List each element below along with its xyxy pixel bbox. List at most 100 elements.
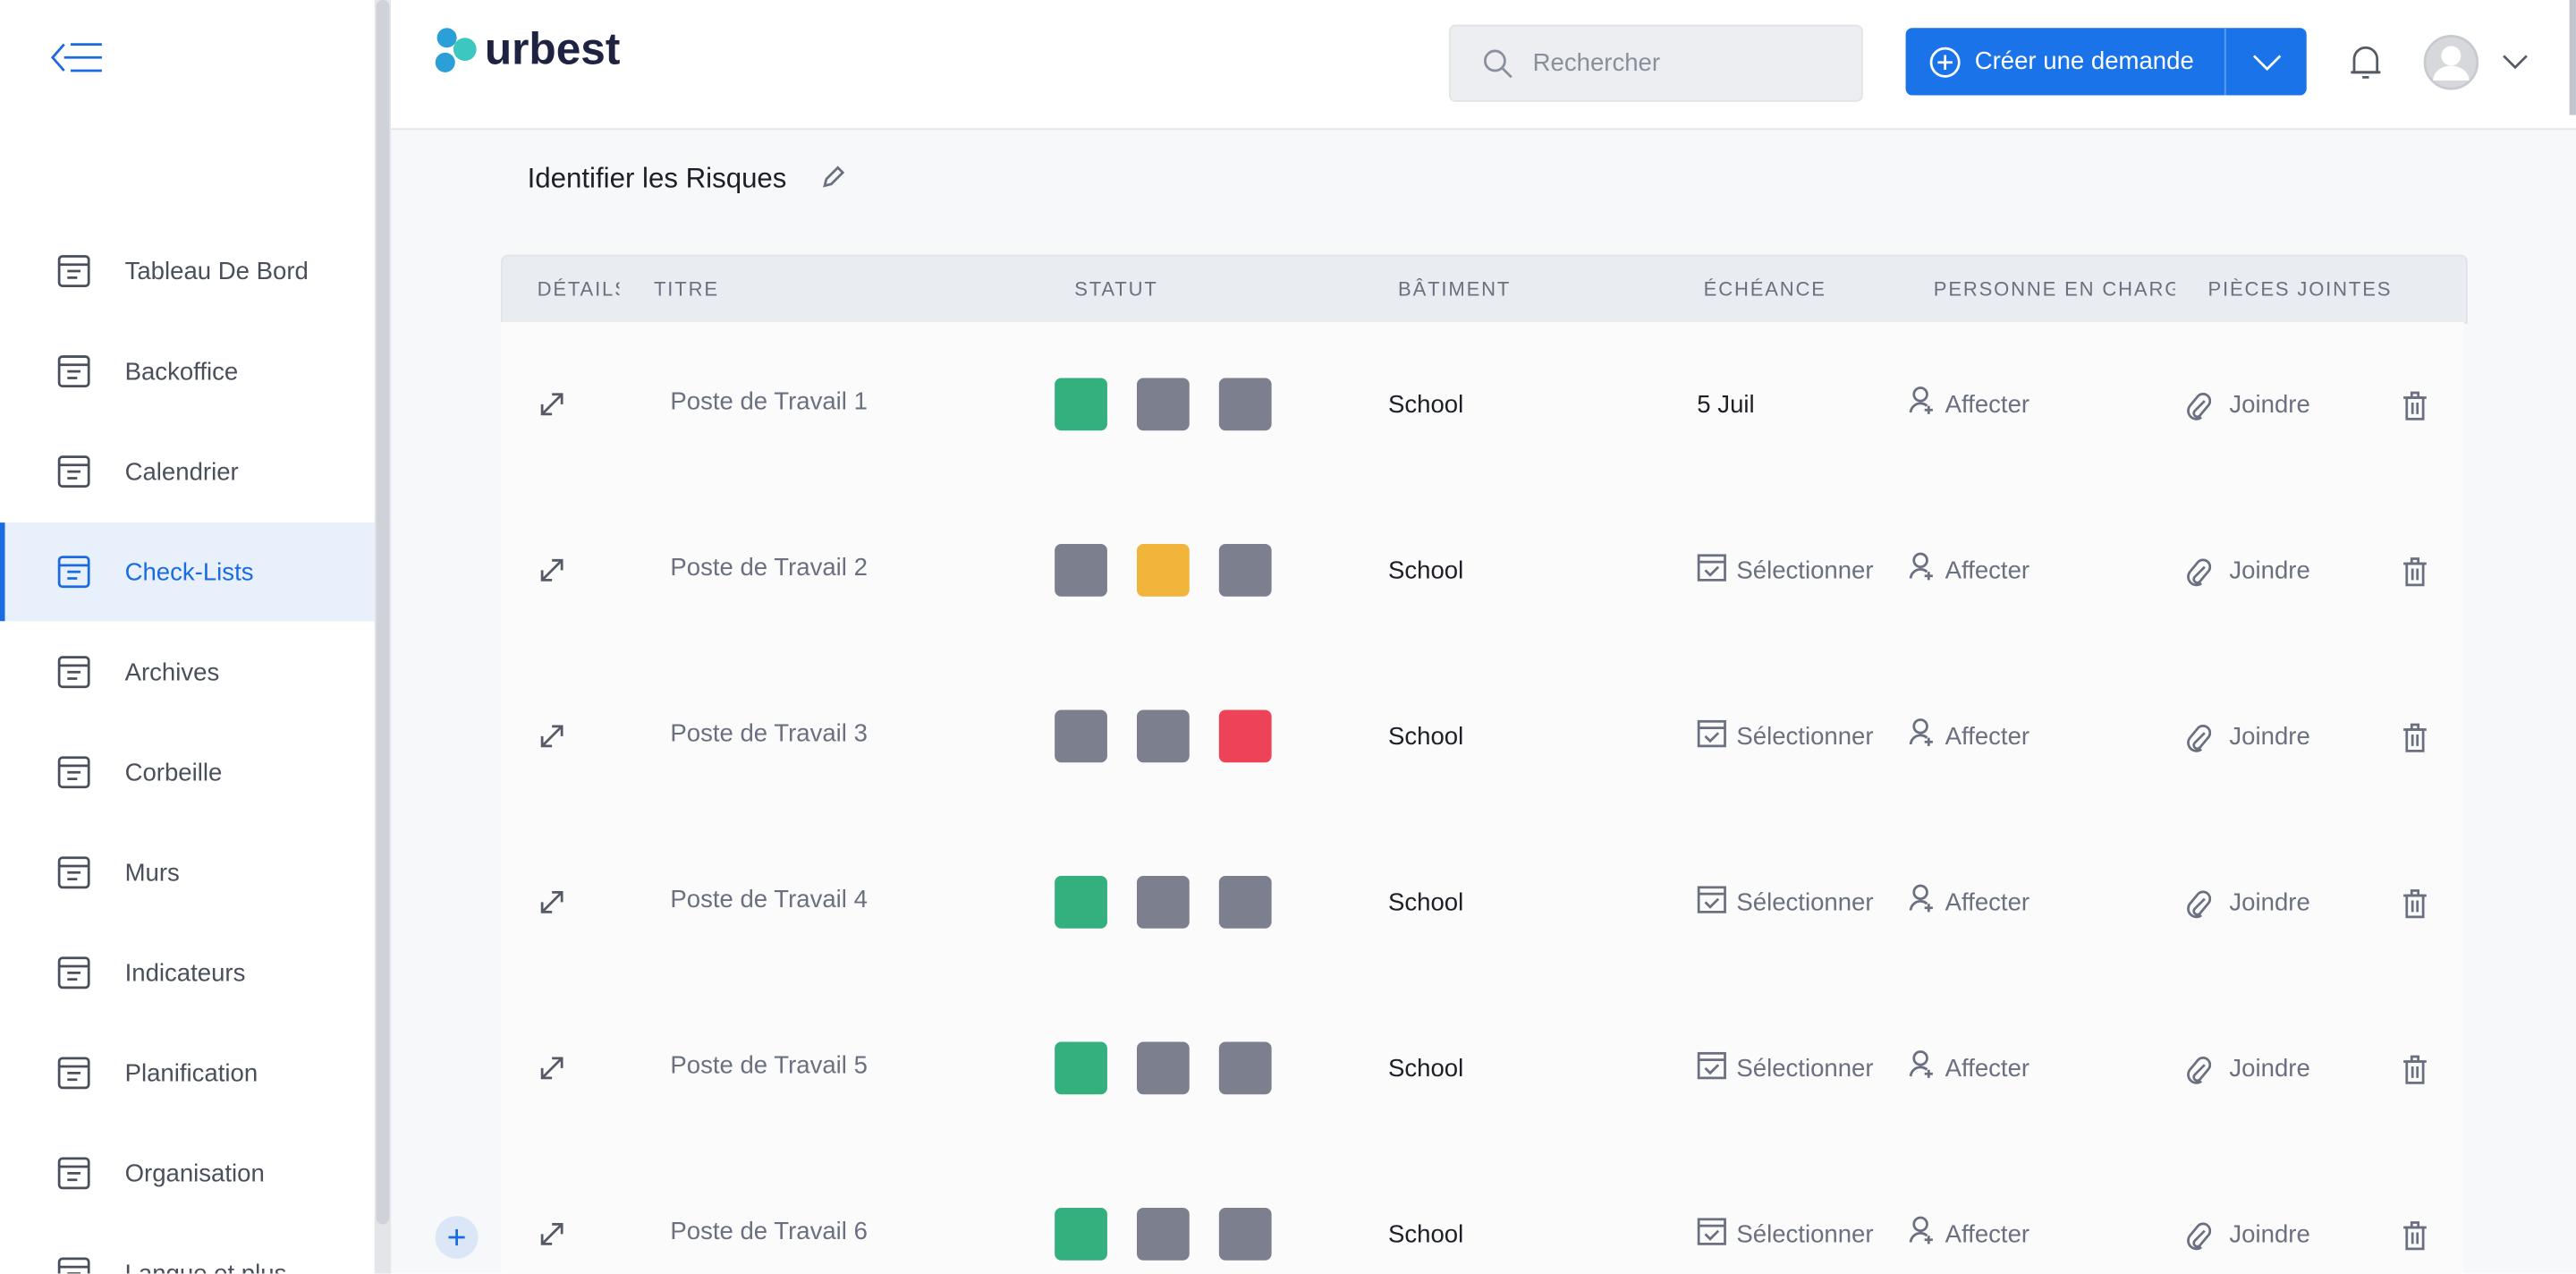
status-square[interactable] <box>1136 543 1190 597</box>
delete-icon[interactable] <box>2402 1221 2428 1251</box>
table-header <box>501 254 2468 324</box>
column-header: STATUT <box>1074 277 1158 302</box>
status-square[interactable] <box>1055 875 1107 929</box>
due-date[interactable]: 5 Juil <box>1697 322 1754 488</box>
column-header: DÉTAILS <box>537 277 620 302</box>
sidebar-icon <box>57 856 90 889</box>
logo[interactable]: urbest <box>430 23 620 76</box>
sidebar-item[interactable]: Indicateurs <box>0 923 375 1022</box>
calendar-icon <box>1697 885 1726 913</box>
sidebar-item[interactable]: Check-Lists <box>0 522 375 622</box>
expand-icon[interactable] <box>538 556 567 585</box>
clip-icon <box>2187 889 2212 918</box>
attachments[interactable]: Joindre <box>2185 986 2310 1152</box>
due-date[interactable]: Sélectionner <box>1697 488 1874 654</box>
expand-icon[interactable] <box>538 389 567 419</box>
expand-icon[interactable] <box>538 888 567 917</box>
sidebar-item[interactable]: Backoffice <box>0 322 375 420</box>
column-header: ÉCHÉANCE <box>1703 277 1826 302</box>
delete-icon[interactable] <box>2402 557 2428 587</box>
status-square[interactable] <box>1055 1207 1107 1261</box>
assignee[interactable]: Affecter <box>1909 322 2029 488</box>
assignee[interactable]: Affecter <box>1909 654 2029 820</box>
status-square[interactable] <box>1055 709 1107 763</box>
plus-icon <box>1929 46 1961 77</box>
assignee[interactable]: Affecter <box>1909 1152 2029 1274</box>
sidebar-label: Indicateurs <box>124 958 246 987</box>
row-title: Poste de Travail 6 <box>670 1217 868 1245</box>
status-square[interactable] <box>1218 378 1272 431</box>
calendar-icon <box>1697 1217 1726 1244</box>
assignee-label: Affecter <box>1945 723 2030 752</box>
expand-icon[interactable] <box>538 1219 567 1249</box>
right-scrollbar <box>2569 0 2576 115</box>
status-square[interactable] <box>1055 543 1107 597</box>
status-square[interactable] <box>1136 378 1190 431</box>
sidebar: Tableau De Bord Backoffice Calendrier Check… <box>0 0 375 1274</box>
delete-icon[interactable] <box>2402 723 2428 752</box>
due-placeholder: Sélectionner <box>1736 1055 1874 1083</box>
sidebar-item[interactable]: Langue et plus <box>0 1224 375 1274</box>
avatar[interactable] <box>2423 35 2479 90</box>
status-square[interactable] <box>1136 1041 1190 1095</box>
table-row: Poste de Travail 5 School Sélectionner Affe… <box>501 986 2465 1154</box>
attachments[interactable]: Joindre <box>2185 654 2310 820</box>
sidebar-label: Check-Lists <box>124 557 254 586</box>
due-placeholder: Sélectionner <box>1736 556 1874 585</box>
table-row: Poste de Travail 1 School 5 Juil Affecter Jo… <box>501 321 2465 490</box>
assignee[interactable]: Affecter <box>1909 820 2029 987</box>
due-date[interactable]: Sélectionner <box>1697 654 1874 820</box>
status-square[interactable] <box>1136 709 1190 763</box>
sidebar-item[interactable]: Murs <box>0 823 375 922</box>
edit-icon[interactable] <box>820 165 846 191</box>
status-square[interactable] <box>1218 1041 1272 1095</box>
create-button[interactable]: Créer une demande <box>1905 28 2307 96</box>
status-square[interactable] <box>1136 875 1190 929</box>
column-header: PERSONNE EN CHARG <box>1933 277 2175 302</box>
row-title: Poste de Travail 4 <box>670 885 868 913</box>
sidebar-item[interactable]: Archives <box>0 623 375 721</box>
menu-toggle[interactable] <box>47 38 106 77</box>
person-icon <box>1909 718 1933 745</box>
row-title: Poste de Travail 2 <box>670 553 868 582</box>
attachments[interactable]: Joindre <box>2185 820 2310 987</box>
sidebar-item[interactable]: Planification <box>0 1023 375 1122</box>
delete-icon[interactable] <box>2402 889 2428 919</box>
due-date[interactable]: Sélectionner <box>1697 820 1874 987</box>
add-row-button[interactable] <box>435 1216 479 1259</box>
assignee[interactable]: Affecter <box>1909 488 2029 654</box>
column-header: BÂTIMENT <box>1398 277 1512 302</box>
create-button-label: Créer une demande <box>1974 47 2194 76</box>
sidebar-item[interactable]: Corbeille <box>0 723 375 821</box>
attachments[interactable]: Joindre <box>2185 488 2310 654</box>
table-row: Poste de Travail 2 School Sélectionner Affe… <box>501 488 2465 656</box>
search-box[interactable]: Rechercher <box>1448 24 1863 102</box>
due-placeholder: Sélectionner <box>1736 1220 1874 1249</box>
attachments[interactable]: Joindre <box>2185 322 2310 488</box>
expand-icon[interactable] <box>538 721 567 751</box>
sidebar-item[interactable]: Organisation <box>0 1124 375 1222</box>
status-square[interactable] <box>1218 543 1272 597</box>
sidebar-item[interactable]: Calendrier <box>0 422 375 521</box>
status-square[interactable] <box>1136 1207 1190 1261</box>
expand-icon[interactable] <box>538 1053 567 1083</box>
delete-icon[interactable] <box>2402 1055 2428 1084</box>
plus-small <box>448 1228 465 1246</box>
status-square[interactable] <box>1055 1041 1107 1095</box>
assignee[interactable]: Affecter <box>1909 986 2029 1152</box>
attachments-label: Joindre <box>2229 556 2310 585</box>
status-square[interactable] <box>1055 378 1107 431</box>
sidebar-icon <box>57 455 90 488</box>
due-date[interactable]: Sélectionner <box>1697 1152 1874 1274</box>
sidebar-item[interactable]: Tableau De Bord <box>0 222 375 320</box>
due-date[interactable]: Sélectionner <box>1697 986 1874 1152</box>
status-square[interactable] <box>1218 875 1272 929</box>
sidebar-label: Murs <box>124 858 180 887</box>
attachments-label: Joindre <box>2229 1220 2310 1249</box>
delete-icon[interactable] <box>2402 391 2428 420</box>
attachments-label: Joindre <box>2229 1055 2310 1083</box>
attachments[interactable]: Joindre <box>2185 1152 2310 1274</box>
status-square[interactable] <box>1218 1207 1272 1261</box>
bell-icon[interactable] <box>2348 43 2384 82</box>
status-square[interactable] <box>1218 709 1272 763</box>
